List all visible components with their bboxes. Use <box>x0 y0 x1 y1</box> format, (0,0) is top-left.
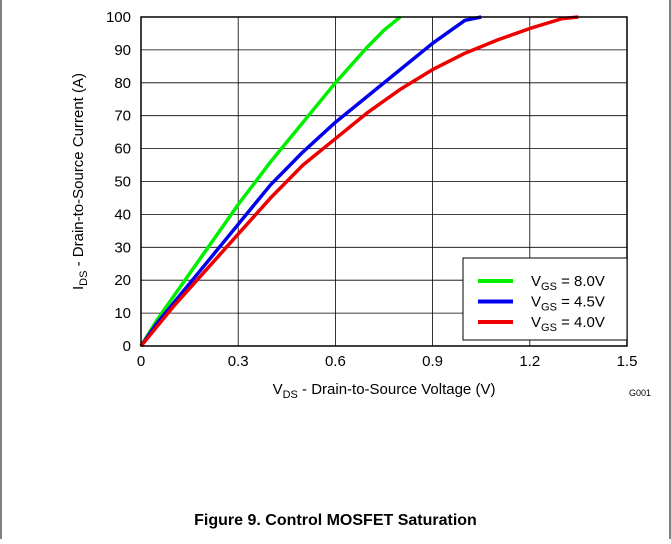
y-tick-label: 20 <box>114 272 131 289</box>
code-label: G001 <box>629 388 651 398</box>
x-tick-label: 1.5 <box>617 353 638 370</box>
tick-labels: 0 0.3 0.6 0.9 1.2 1.5 0 10 20 30 40 50 60 70 80 90 100 <box>106 9 637 370</box>
series-lines <box>139 15 579 348</box>
legend-box <box>462 257 628 341</box>
x-axis-label-main: V <box>273 381 283 398</box>
y-tick-label: 60 <box>114 141 131 158</box>
figure-caption: Figure 9. Control MOSFET Saturation <box>194 512 477 529</box>
plot-area <box>140 16 628 347</box>
series-line-1 <box>139 15 482 348</box>
y-axis-label: IDS - Drain-to-Source Current (A) <box>70 73 90 290</box>
legend-label-2: VGS = 4.0V <box>531 314 605 334</box>
y-tick-label: 30 <box>114 239 131 256</box>
x-tick-label: 1.2 <box>519 353 540 370</box>
y-tick-label: 90 <box>114 42 131 59</box>
y-tick-label: 0 <box>123 338 131 355</box>
y-tick-label: 40 <box>114 206 131 223</box>
y-axis-label-main: I <box>70 286 87 290</box>
y-tick-label: 50 <box>114 174 131 191</box>
x-tick-label: 0.6 <box>325 353 346 370</box>
x-axis-label: VDS - Drain-to-Source Voltage (V) <box>273 381 496 401</box>
legend-label-1: VGS = 4.5V <box>531 294 605 314</box>
x-tick-label: 0.9 <box>422 353 443 370</box>
y-tick-label: 100 <box>106 9 131 26</box>
x-axis-label-rest: - Drain-to-Source Voltage (V) <box>298 381 496 398</box>
x-tick-label: 0 <box>137 353 145 370</box>
y-tick-label: 10 <box>114 305 131 322</box>
series-line-0 <box>139 15 402 347</box>
y-axis-label-sub: DS <box>78 271 90 286</box>
x-tick-label: 0.3 <box>228 353 249 370</box>
y-tick-label: 70 <box>114 108 131 125</box>
series-line-2 <box>139 15 579 348</box>
x-axis-label-sub: DS <box>283 389 298 401</box>
y-tick-label: 80 <box>114 75 131 92</box>
legend-label-0: VGS = 8.0V <box>531 273 605 293</box>
y-axis-label-rest: - Drain-to-Source Current (A) <box>70 73 87 271</box>
